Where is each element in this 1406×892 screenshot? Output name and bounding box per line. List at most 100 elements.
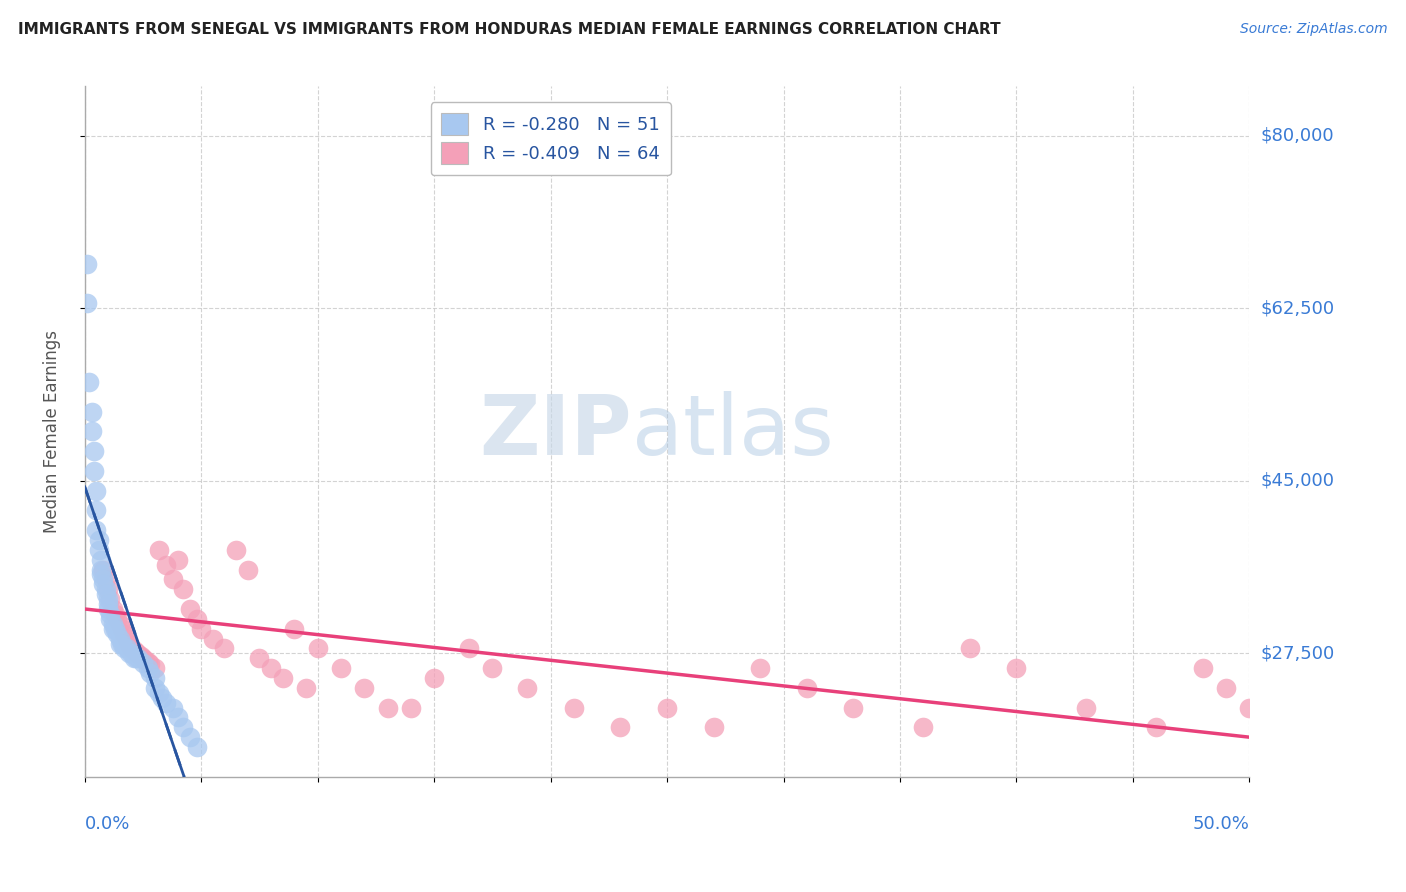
Point [98,592,121,607]
Point [87,542,110,557]
Point [609,720,631,734]
Point [330,661,353,675]
Point [155,696,177,710]
Point [1191,661,1213,675]
Point [132,657,155,671]
Point [86,503,108,517]
Point [93,563,115,577]
Point [136,661,159,675]
Point [93,573,115,587]
Point [83,464,105,478]
Point [112,641,135,656]
Text: $62,500: $62,500 [1261,299,1334,318]
Point [139,666,162,681]
Point [132,651,155,665]
Point [186,612,208,626]
Point [1076,700,1098,714]
Point [87,533,110,547]
Point [167,710,190,724]
Legend: R = -0.280   N = 51, R = -0.409   N = 64: R = -0.280 N = 51, R = -0.409 N = 64 [430,103,671,175]
Point [90,552,112,566]
Text: Source: ZipAtlas.com: Source: ZipAtlas.com [1240,22,1388,37]
Point [186,739,208,754]
Point [83,444,105,458]
Point [108,636,131,650]
Point [271,671,294,685]
Point [1144,720,1167,734]
Point [115,632,138,646]
Point [90,563,112,577]
Point [104,607,127,621]
Point [104,622,127,636]
Point [93,577,115,591]
Point [80,425,103,439]
Y-axis label: Median Female Earnings: Median Female Earnings [44,330,60,533]
Point [703,720,725,734]
Point [143,681,166,695]
Point [97,582,120,597]
Point [76,257,98,271]
Point [162,700,184,714]
Point [125,651,148,665]
Point [108,616,131,631]
Point [111,622,134,636]
Point [139,657,162,672]
Point [179,730,201,744]
Point [249,651,271,665]
Point [912,720,935,734]
Point [516,681,538,695]
Point [162,573,184,587]
Point [127,651,149,665]
Point [307,641,329,656]
Point [105,612,128,626]
Point [118,646,141,660]
Point [179,602,201,616]
Point [80,405,103,419]
Point [1250,730,1272,744]
Point [108,632,131,646]
Point [236,563,259,577]
Point [1239,700,1261,714]
Point [423,671,446,685]
Point [143,671,166,685]
Point [134,653,156,667]
Point [283,622,305,636]
Point [190,622,212,636]
Point [167,552,190,566]
Text: 0.0%: 0.0% [84,814,131,832]
Point [90,567,112,582]
Point [97,592,120,607]
Point [295,681,318,695]
Point [201,632,224,646]
Point [94,587,117,601]
Point [112,626,135,640]
Point [105,626,128,640]
Point [127,648,149,662]
Point [120,646,142,660]
Point [155,558,177,572]
Point [118,636,141,650]
Point [481,661,503,675]
Point [101,622,124,636]
Point [148,686,170,700]
Point [125,645,148,659]
Point [399,700,422,714]
Point [98,612,121,626]
Point [143,661,166,675]
Point [214,641,236,656]
Point [120,641,142,656]
Point [842,700,865,714]
Point [148,542,170,557]
Point [98,607,121,621]
Point [76,296,98,310]
Point [97,597,120,611]
Point [458,641,481,656]
Point [150,690,173,705]
Point [122,643,145,657]
Point [97,602,120,616]
Point [225,542,247,557]
Point [260,661,283,675]
Text: 50.0%: 50.0% [1192,814,1250,832]
Point [377,700,399,714]
Text: ZIP: ZIP [479,391,633,472]
